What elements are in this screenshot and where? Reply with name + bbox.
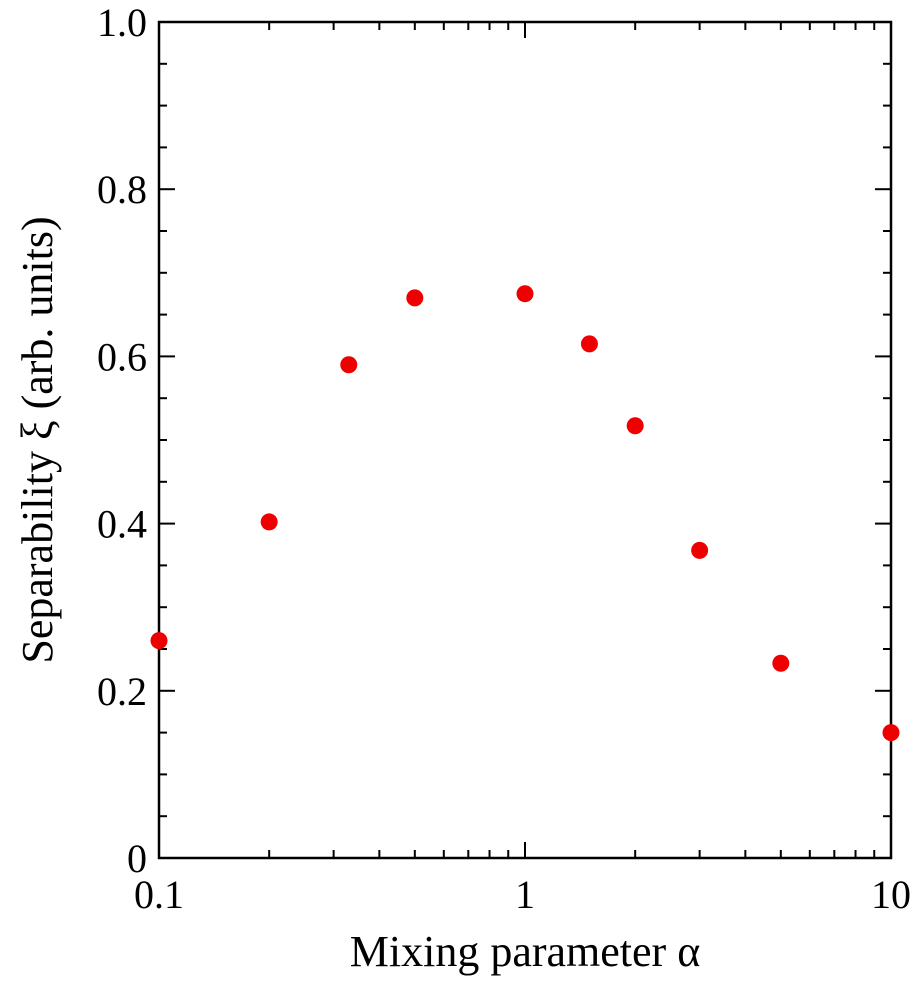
data-point (340, 356, 358, 374)
plot-frame (157, 20, 893, 860)
x-tick-label: 0.1 (134, 872, 184, 917)
data-point (580, 335, 598, 353)
data-point (516, 285, 534, 303)
tick-labels: 0 0.2 0.4 0.6 0.8 1.0 0.1 1 10 (97, 0, 911, 917)
y-tick-label: 0.4 (97, 502, 147, 547)
data-point (691, 541, 709, 559)
y-tick-label: 0.8 (97, 167, 147, 212)
y-tick-label: 0.2 (97, 669, 147, 714)
data-points (150, 285, 900, 742)
y-axis-label: Separability ξ (arb. units) (13, 216, 62, 663)
y-tick-label: 0.6 (97, 334, 147, 379)
x-tick-label: 1 (515, 872, 535, 917)
data-point (772, 654, 790, 672)
data-point (150, 632, 168, 650)
x-axis-label: Mixing parameter α (350, 927, 701, 976)
data-point (882, 724, 900, 742)
axis-ticks (158, 21, 892, 859)
y-tick-label: 1.0 (97, 0, 147, 45)
data-point (406, 289, 424, 307)
x-tick-label: 10 (871, 872, 911, 917)
data-point (260, 513, 278, 531)
y-tick-label: 0 (127, 836, 147, 881)
data-point (626, 417, 644, 435)
